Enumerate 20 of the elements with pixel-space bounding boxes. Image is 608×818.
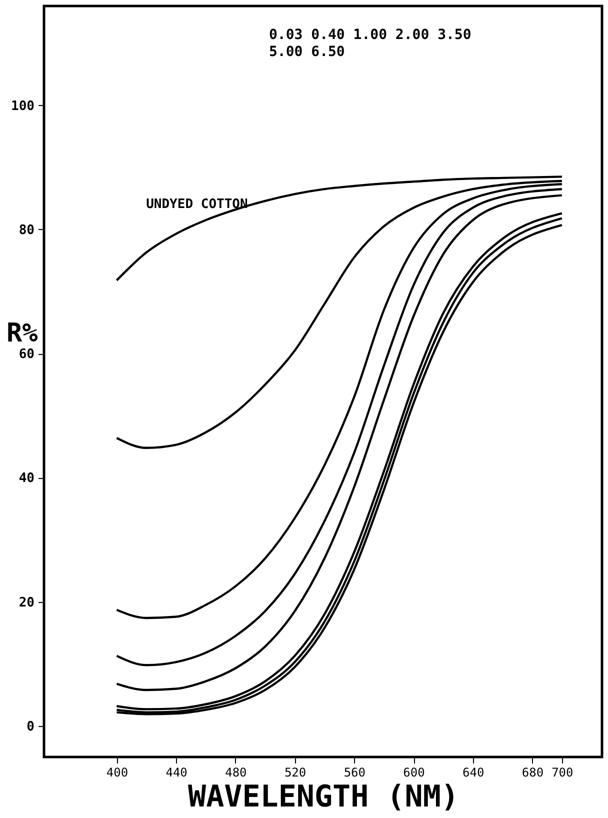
y-tick-label: 0	[26, 719, 35, 734]
y-tick-label: 60	[18, 347, 35, 362]
x-tick-label: 640	[462, 766, 484, 780]
x-tick-label: 440	[166, 766, 188, 780]
series-label: UNDYED COTTON	[146, 196, 248, 212]
x-axis-title: WAVELENGTH (NM)	[188, 780, 459, 814]
x-tick-label: 400	[106, 766, 128, 780]
x-tick-label: 700	[552, 766, 574, 780]
text: 5.00 6.50	[269, 44, 345, 60]
x-tick-label: 680	[522, 766, 544, 780]
y-axis-title: R%	[6, 318, 38, 348]
y-tick-label: 100	[11, 98, 35, 114]
y-tick-label: 80	[18, 222, 35, 238]
x-tick-label: 520	[284, 766, 306, 780]
y-tick-label: 40	[18, 471, 35, 486]
x-tick-label: 480	[225, 766, 247, 780]
text: 0.03 0.40 1.00 2.00 3.50	[269, 27, 472, 43]
x-tick-label: 560	[344, 766, 366, 780]
x-tick-label: 600	[403, 766, 425, 780]
y-tick-label: 20	[18, 595, 35, 610]
